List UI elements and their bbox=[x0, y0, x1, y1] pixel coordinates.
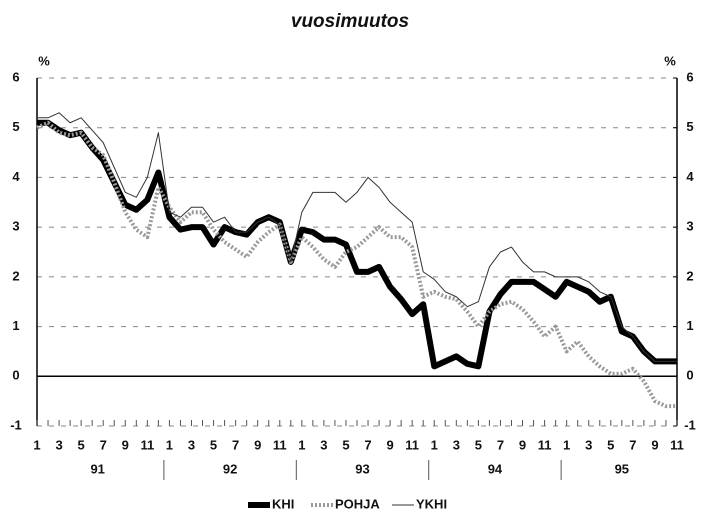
y2-tick-label: 2 bbox=[686, 268, 693, 283]
x-tick-label: 9 bbox=[519, 437, 526, 452]
legend-label: YKHI bbox=[416, 496, 447, 511]
x-tick-label: 7 bbox=[497, 437, 504, 452]
y2-tick-label: 4 bbox=[686, 169, 694, 184]
y2-tick-label: 6 bbox=[686, 69, 693, 84]
y-tick-label: 5 bbox=[12, 119, 19, 134]
x-tick-label: 3 bbox=[320, 437, 327, 452]
y-tick-label: 2 bbox=[12, 268, 19, 283]
legend-label: KHI bbox=[272, 496, 294, 511]
x-tick-label: 1 bbox=[298, 437, 305, 452]
y2-tick-label: -1 bbox=[684, 417, 696, 432]
y2-tick-label: 0 bbox=[686, 368, 693, 383]
y2-tick-label: 5 bbox=[686, 119, 693, 134]
y-tick-label: 1 bbox=[12, 318, 19, 333]
x-tick-label: 9 bbox=[386, 437, 393, 452]
legend-label: POHJA bbox=[335, 496, 380, 511]
x-tick-label: 11 bbox=[538, 437, 552, 452]
x-tick-label: 7 bbox=[364, 437, 371, 452]
y-tick-label: 0 bbox=[12, 368, 19, 383]
x-tick-label: 3 bbox=[188, 437, 195, 452]
x-tick-label: 5 bbox=[210, 437, 217, 452]
y-tick-label: 4 bbox=[12, 169, 20, 184]
y2-tick-label: 1 bbox=[686, 318, 693, 333]
y-tick-label: 3 bbox=[12, 219, 19, 234]
x-tick-label: 7 bbox=[629, 437, 636, 452]
x-tick-label: 9 bbox=[651, 437, 658, 452]
x-tick-label: 9 bbox=[254, 437, 261, 452]
x-group-label: 93 bbox=[355, 461, 369, 476]
x-tick-label: 5 bbox=[607, 437, 614, 452]
x-tick-label: 5 bbox=[78, 437, 85, 452]
y2-tick-label: 3 bbox=[686, 219, 693, 234]
line-series bbox=[37, 112, 677, 362]
x-tick-label: 7 bbox=[232, 437, 239, 452]
x-group-label: 92 bbox=[223, 461, 237, 476]
x-tick-label: 7 bbox=[100, 437, 107, 452]
chart-title: vuosimuutos bbox=[291, 11, 409, 32]
x-tick-label: 3 bbox=[585, 437, 592, 452]
x-tick-label: 1 bbox=[166, 437, 173, 452]
x-tick-label: 11 bbox=[273, 437, 287, 452]
line-series bbox=[37, 119, 677, 370]
x-tick-label: 5 bbox=[342, 437, 349, 452]
x-tick-label: 3 bbox=[55, 437, 62, 452]
x-tick-label: 5 bbox=[475, 437, 482, 452]
x-tick-label: 1 bbox=[431, 437, 438, 452]
x-tick-label: 1 bbox=[33, 437, 40, 452]
x-tick-label: 11 bbox=[670, 437, 684, 452]
x-group-label: 94 bbox=[488, 461, 503, 476]
x-group-label: 91 bbox=[90, 461, 104, 476]
x-tick-label: 11 bbox=[405, 437, 419, 452]
y-tick-label: 6 bbox=[12, 69, 19, 84]
y-tick-label: -1 bbox=[10, 417, 22, 432]
x-tick-label: 9 bbox=[122, 437, 129, 452]
x-tick-label: 11 bbox=[140, 437, 154, 452]
y2-unit: % bbox=[664, 53, 676, 68]
x-tick-label: 3 bbox=[453, 437, 460, 452]
line-series bbox=[36, 120, 677, 409]
y-unit: % bbox=[38, 53, 50, 68]
x-group-label: 95 bbox=[615, 461, 629, 476]
x-tick-label: 1 bbox=[563, 437, 570, 452]
